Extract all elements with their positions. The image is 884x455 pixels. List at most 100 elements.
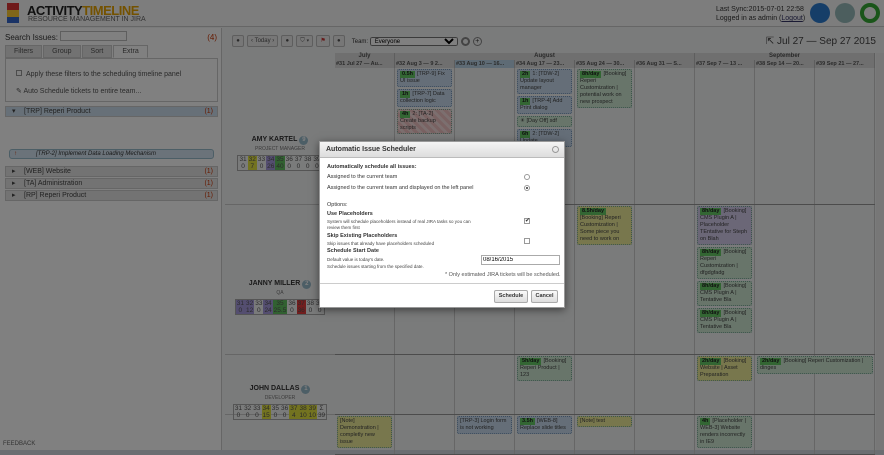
person-name[interactable]: JOHN DALLAS 1 [225,385,335,394]
person-name[interactable]: AMY KARTEL 9 [225,135,335,145]
auto-schedule-link[interactable]: ✎ Auto Schedule tickets to entire team..… [16,88,142,95]
workload-hours: 36 [296,307,306,315]
sync-refresh-icon[interactable] [860,3,880,23]
timeline-card[interactable]: [Note] test [577,416,632,427]
group-ta[interactable]: ▸ [TA] Administration (1) [5,178,218,189]
week-cell [455,68,515,204]
group-trp[interactable]: ▾ [TRP] Reperi Product (1) [5,106,218,117]
timeline-card[interactable]: 8h/day [Booking] CMS Plugin A | Placehold… [697,206,752,245]
timeline-card[interactable]: [Note] Demonstration | completly new iss… [337,416,392,448]
close-icon[interactable] [552,146,559,153]
week-header[interactable]: #34 Aug 17 — 23... [515,60,575,68]
week-cell: 8h/day [Booking] Reperi Customization | p… [575,68,635,204]
add-icon[interactable]: + [472,36,482,46]
estimate-badge: 2h [520,71,531,78]
timeline-card[interactable]: 8h/day [Booking] Reperi Customization | d… [697,247,752,279]
feedback-link[interactable]: FEEDBACK [3,441,36,447]
timeline-card[interactable]: 2h/day [Booking] Reperi Customization | d… [757,356,873,374]
workload-week: 33 [257,155,266,163]
week-cell: 2h/day [Booking] Reperi Customization | d… [755,355,873,414]
week-header[interactable]: #31 Jul 27 — Au... [335,60,395,68]
start-date-input[interactable] [481,255,560,265]
flag-button[interactable]: ⚑ [316,35,330,47]
workload-hours: 4 [289,412,299,420]
workload-week: 31 [235,299,245,307]
timeline-card[interactable]: 1h [TRP-7] Data collection logic [397,89,452,107]
estimate-badge: 8h/day [700,310,722,317]
timeline-card[interactable]: 0.5h [TRP-9] Fix UI issue [397,69,452,87]
timeline-card[interactable]: 2h 1: [TDW-2] Update layout manager [517,69,572,94]
week-header[interactable]: #33 Aug 10 — 16... [455,60,515,68]
estimate-badge: 3.5h [520,418,536,425]
apply-filters-checkbox[interactable] [16,70,22,76]
timeline-card[interactable]: 3.5h [WEB-8] Replace slide titles [517,416,572,434]
logo-icon [7,3,19,23]
workload-hours: 0 [235,307,245,315]
timeline-card[interactable]: 2h/day [Booking] Website | Asset Preparat… [697,356,752,381]
left-panel: Search Issues: (4) Filters Group Sort Ex… [0,28,222,450]
zoom-in-button[interactable]: ● [281,35,294,47]
apply-filters-label: Apply these filters to the scheduling ti… [26,71,182,78]
workload-week: 32 [247,155,257,163]
tab-sort[interactable]: Sort [81,45,113,58]
week-cell: 3.5h [WEB-8] Replace slide titles [515,415,575,454]
timeline-card[interactable]: 4h [Placeholder | WEB-3] Website renders … [697,416,752,448]
timeline-card[interactable]: 8h/day [Booking] CMS Plugin A | Tentative… [697,281,752,306]
timeline-card[interactable]: 8.5h/day[Booking] Reperi Customization |… [577,206,632,245]
issue-count-badge: 1 [301,385,311,394]
gear-icon[interactable] [460,36,470,46]
group-web[interactable]: ▸ [WEB] Website (1) [5,166,218,177]
week-header[interactable]: #37 Sep 7 — 13 ... [695,60,755,68]
logout-link[interactable]: Logout [781,15,803,22]
card-text: [TRP-7] Data collection logic [400,91,445,104]
timeline-card[interactable]: 5h/day [Booking] Reperi Product | 123 [517,356,572,381]
tab-filters[interactable]: Filters [5,45,43,58]
schedule-button[interactable]: Schedule [494,290,528,303]
person-role: QA [276,290,284,296]
tab-group[interactable]: Group [43,45,81,58]
week-cell [515,205,575,354]
timeline-card[interactable]: 8h/day [Booking] Reperi Customization | p… [577,69,632,108]
week-header[interactable]: #36 Aug 31 — S... [635,60,695,68]
clipboard-icon[interactable] [835,3,855,23]
today-nav[interactable]: ‹ Today › [247,35,279,47]
zoom-button[interactable]: ● [232,35,244,47]
use-placeholders-checkbox[interactable]: ✔ [524,218,531,224]
issue-count-badge: 9 [299,135,309,145]
week-header[interactable]: #35 Aug 24 — 30... [575,60,635,68]
timeline-card[interactable]: 1h [TRP-4] Add Print dialog [517,96,572,114]
timeline-card[interactable]: ☀ [Day Off] sdf [517,116,572,127]
start-date-label: Schedule Start Date [327,248,379,254]
caret-down-icon: ▾ [12,108,16,115]
settings-gears-icon[interactable] [810,3,830,23]
settings-button[interactable]: ● [332,35,345,47]
option-current-team-radio[interactable] [524,174,530,180]
week-cell: [TRP-3] Login form is not working [455,415,515,454]
timeline-card[interactable]: 8h/day [Booking] CMS Plugin A | Tentative… [697,308,752,333]
team-select[interactable]: Everyone [369,36,458,46]
week-cell [455,355,515,414]
tab-extra[interactable]: Extra [113,45,148,58]
week-header[interactable]: #39 Sep 21 — 27... [815,60,875,68]
card-text: [Booking] Reperi Product | 123 [520,358,567,378]
start-date-desc: Default value is today's date. [327,257,385,262]
workload-week: 36 [281,405,289,412]
filter-dropdown[interactable]: ⛉ ▾ [296,35,314,47]
export-icon[interactable]: ⇱ [765,36,778,47]
workload-week: 37 [289,404,299,412]
option-left-panel-radio[interactable] [524,185,530,191]
week-cell [755,68,815,204]
week-cell [755,205,815,354]
skip-placeholders-checkbox[interactable] [524,238,530,244]
person-name[interactable]: JANNY MILLER 2 [225,280,335,289]
search-input[interactable] [60,31,127,41]
issue-item[interactable]: ↑ [TRP-2] Implement Data Loading Mechanis… [9,149,214,159]
timeline-card[interactable]: 4h 2: [TA-2] Create backup scripts [397,109,452,134]
vertical-scrollbar[interactable] [876,53,884,450]
week-header[interactable]: #38 Sep 14 — 20... [755,60,815,68]
timeline-card[interactable]: [TRP-3] Login form is not working [457,416,512,434]
week-header[interactable]: #32 Aug 3 — 9 2... [395,60,455,68]
cancel-button[interactable]: Cancel [531,290,558,303]
group-rp[interactable]: ▸ [RP] Reperi Product (1) [5,190,218,201]
toolbar: ● ‹ Today › ● ⛉ ▾ ⚑ ● Team: Everyone + [232,35,482,47]
